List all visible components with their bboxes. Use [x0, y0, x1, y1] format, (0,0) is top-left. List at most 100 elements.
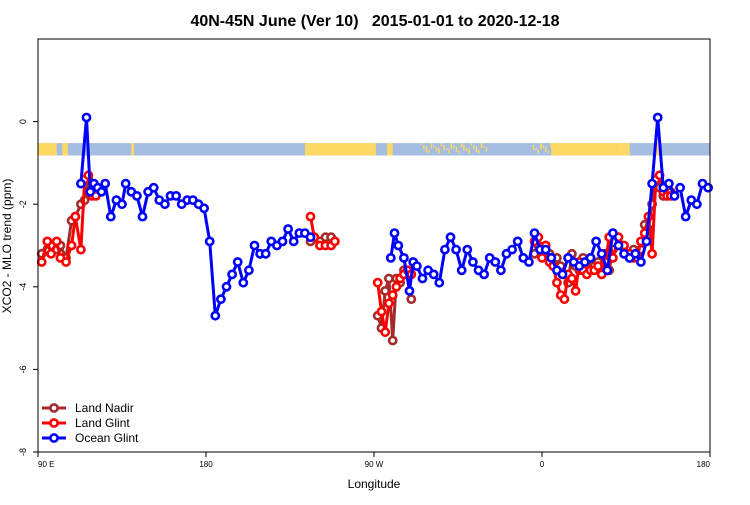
series-point: [36, 257, 47, 267]
legend-swatch-point: [49, 418, 59, 428]
land-band-segment: [551, 143, 617, 156]
series-point: [66, 240, 77, 251]
series-point: [238, 277, 249, 288]
series-point: [46, 248, 56, 259]
y-axis-label: XCO2 - MLO trend (ppm): [0, 179, 14, 314]
series-point: [428, 269, 439, 280]
series-point: [81, 112, 92, 123]
series-point: [385, 252, 396, 263]
series-point: [376, 306, 387, 317]
band-speckle-mark: [480, 143, 483, 149]
band-speckle-mark: [458, 150, 460, 153]
series-point: [243, 265, 254, 276]
y-tick-label: -8: [18, 448, 28, 456]
band-speckle-mark: [589, 148, 591, 154]
series-point: [559, 294, 570, 305]
x-tick-label: 180: [697, 460, 711, 469]
chart-title: 40N-45N June (Ver 10) 2015-01-01 to 2020…: [190, 13, 559, 30]
series-point: [389, 228, 400, 238]
series-point: [221, 281, 232, 292]
band-speckle-mark: [545, 146, 547, 152]
series-point: [131, 190, 142, 201]
x-tick-label: 0: [540, 460, 545, 469]
series-point: [567, 273, 577, 284]
band-speckle-mark: [475, 146, 478, 153]
series-point: [411, 261, 422, 271]
series-point: [456, 265, 467, 276]
band-speckle-mark: [443, 144, 445, 150]
band-speckle-mark: [448, 149, 450, 154]
series-point: [380, 327, 391, 338]
series-point: [537, 252, 547, 263]
series-point: [512, 236, 523, 247]
series-point: [692, 199, 702, 210]
x-axis-label: Longitude: [348, 477, 401, 491]
series-point: [387, 335, 398, 346]
plot-layer: [36, 112, 713, 346]
series-point: [602, 265, 613, 276]
band-speckle-mark: [470, 143, 473, 146]
land-band-segment: [131, 143, 135, 156]
band-speckle-mark: [537, 149, 540, 154]
series-2: [76, 112, 713, 321]
land-band-segment: [304, 143, 376, 156]
series-point: [652, 112, 663, 123]
series-point: [664, 178, 674, 189]
series-point: [703, 182, 713, 193]
land-band-segment: [38, 143, 57, 156]
series-point: [305, 211, 316, 222]
band-speckle-mark: [591, 143, 594, 146]
series-point: [669, 190, 680, 201]
band-speckle-mark: [433, 145, 435, 148]
series-point: [283, 224, 293, 234]
series-point: [495, 265, 506, 276]
band-speckle-mark: [440, 143, 443, 147]
series-point: [636, 257, 646, 267]
band-speckle-mark: [609, 143, 612, 147]
series-point: [232, 257, 243, 267]
series-point: [641, 236, 652, 247]
series-point: [524, 257, 534, 267]
series-point: [613, 240, 624, 251]
band-speckle-mark: [450, 143, 453, 150]
legend-label: Land Nadir: [75, 401, 134, 415]
series-point: [398, 252, 409, 263]
y-tick-label: -6: [18, 365, 28, 373]
band-speckle-mark: [485, 147, 488, 152]
legend-label: Ocean Glint: [75, 431, 139, 445]
series-point: [680, 211, 691, 222]
band-speckle-mark: [445, 148, 448, 151]
series-point: [557, 269, 568, 280]
series-point: [76, 244, 86, 255]
series-point: [85, 186, 96, 197]
series-point: [260, 248, 271, 259]
band-speckle-mark: [547, 150, 550, 153]
series-point: [608, 228, 618, 238]
land-band-segment: [654, 143, 660, 156]
series-point: [70, 211, 81, 222]
band-speckle-mark: [532, 144, 535, 150]
series-point: [210, 310, 221, 321]
band-speckle-mark: [552, 144, 555, 151]
series-point: [434, 277, 445, 288]
band-speckle-mark: [438, 147, 440, 154]
band-speckle-mark: [460, 143, 463, 148]
series-point: [42, 236, 53, 247]
series-point: [148, 182, 159, 193]
x-tick-label: 180: [199, 460, 213, 469]
series-point: [215, 294, 226, 305]
series-point: [490, 257, 501, 267]
series-point: [100, 178, 111, 189]
land-band-segment: [387, 143, 393, 156]
series-point: [329, 236, 340, 247]
band-speckle-mark: [428, 150, 430, 154]
band-speckle-mark: [607, 147, 609, 154]
series-point: [383, 298, 394, 309]
band-speckle-mark: [478, 150, 480, 154]
series-point: [647, 248, 657, 259]
x-tick-label: 90 W: [365, 460, 384, 469]
series-point: [630, 248, 641, 259]
series-point: [647, 178, 657, 189]
